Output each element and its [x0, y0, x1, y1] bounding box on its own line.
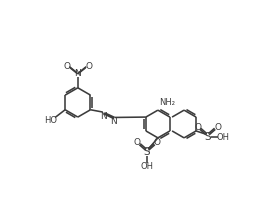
Text: S: S: [204, 132, 211, 142]
Text: HO: HO: [44, 116, 57, 125]
Text: N: N: [110, 117, 117, 126]
Text: OH: OH: [217, 132, 230, 142]
Text: OH: OH: [141, 162, 154, 171]
Text: O: O: [154, 138, 161, 147]
Text: S: S: [144, 148, 151, 158]
Text: O: O: [63, 62, 70, 71]
Text: O: O: [134, 138, 141, 147]
Text: O: O: [85, 62, 92, 71]
Text: O: O: [214, 123, 221, 132]
Text: O: O: [194, 123, 201, 132]
Text: N: N: [100, 112, 107, 121]
Text: NH₂: NH₂: [159, 98, 176, 107]
Text: N: N: [74, 70, 81, 78]
